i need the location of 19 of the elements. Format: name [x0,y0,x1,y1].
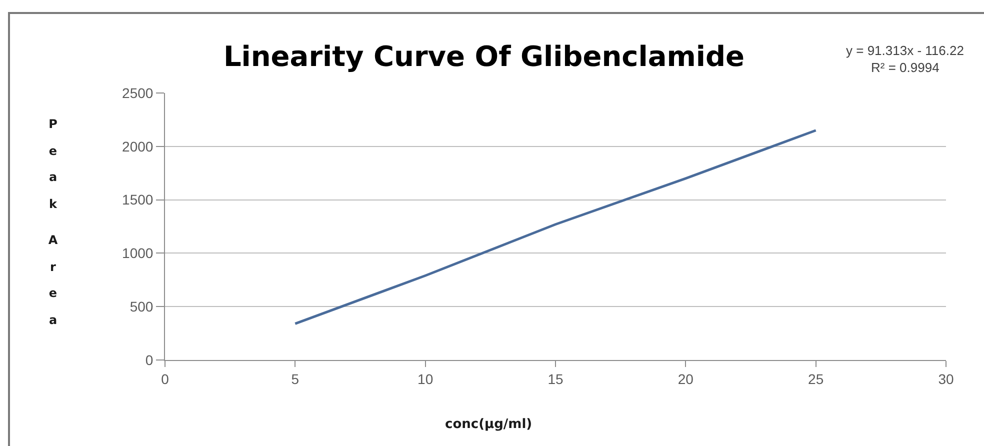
y-tick-label: 0 [145,352,154,368]
x-axis-title: conc(µg/ml) [445,417,532,432]
line-series [294,129,818,325]
y-tick-label: 2500 [122,84,154,101]
text: y = 91.313x - 116.22 [846,43,964,58]
x-tick-label: 15 [548,370,564,387]
x-tick-label: 0 [161,370,170,387]
x-tick-label: 10 [418,370,434,387]
text: R² = 0.9994 [871,60,940,75]
y-tick-label: 1500 [122,192,154,208]
x-tick-label: 25 [808,370,824,387]
chart-title: Linearity Curve Of Glibenclamide [223,40,745,73]
x-tick-label: 20 [678,370,694,387]
text: Peak Area [48,117,58,326]
y-tick-label: 2000 [122,138,154,154]
y-tick-label: 500 [130,298,154,314]
x-tick-label: 30 [938,370,954,387]
y-tick-label: 1000 [122,245,154,262]
x-tick-label: 5 [291,370,300,387]
